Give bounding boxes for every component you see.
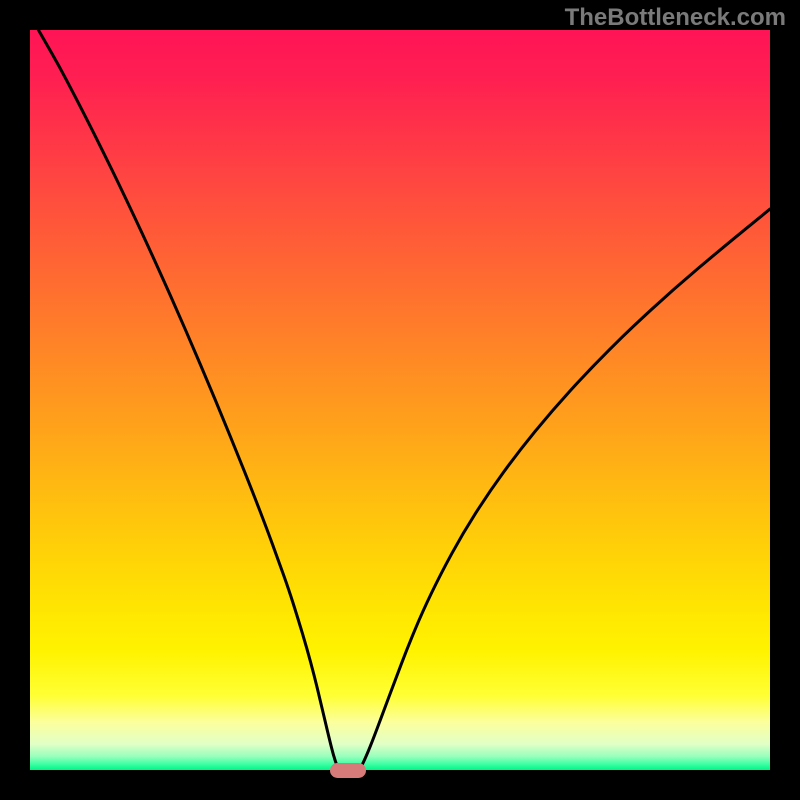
bottleneck-curve: [30, 30, 770, 770]
bottleneck-marker: [330, 763, 366, 778]
plot-svg: [30, 30, 770, 770]
plot-area: [30, 30, 770, 770]
figure: TheBottleneck.com: [0, 0, 800, 800]
watermark-text: TheBottleneck.com: [565, 4, 786, 32]
